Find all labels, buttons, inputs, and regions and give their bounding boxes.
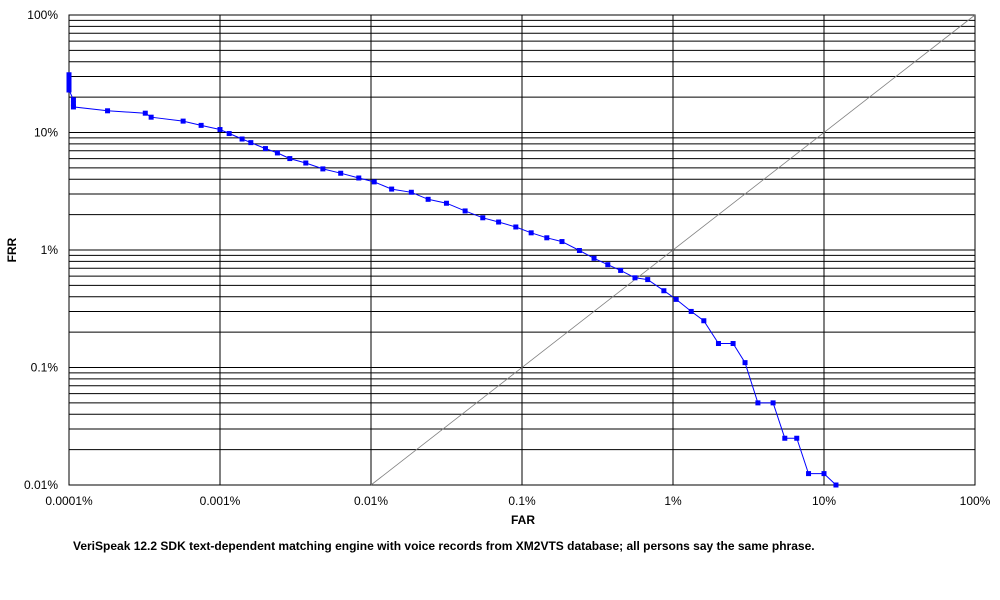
chart-caption: VeriSpeak 12.2 SDK text-dependent matchi…: [73, 539, 815, 553]
data-point: [645, 277, 651, 283]
data-point: [180, 118, 186, 124]
data-point: [148, 114, 154, 120]
x-tick-label: 0.001%: [200, 494, 241, 508]
data-point: [198, 122, 204, 128]
y-tick-label: 0.1%: [31, 361, 59, 375]
data-point: [673, 296, 679, 302]
data-point: [688, 308, 694, 314]
reference-diagonal-line: [370, 14, 976, 486]
data-point: [576, 248, 582, 254]
data-point: [591, 255, 597, 261]
data-point: [262, 146, 268, 152]
data-point: [528, 230, 534, 236]
data-point: [70, 101, 76, 107]
data-point: [821, 471, 827, 477]
data-point: [794, 435, 800, 441]
data-point: [408, 189, 414, 195]
data-point: [742, 360, 748, 366]
data-point: [320, 166, 326, 172]
y-axis-label: FRR: [5, 237, 19, 262]
x-tick-label: 0.01%: [354, 494, 388, 508]
y-tick-label: 1%: [41, 243, 59, 257]
x-tick-label: 10%: [812, 494, 836, 508]
data-point: [105, 108, 111, 114]
data-point: [425, 196, 431, 202]
x-tick-label: 0.0001%: [45, 494, 93, 508]
data-point: [513, 224, 519, 230]
series-line: [68, 74, 837, 486]
data-point: [730, 341, 736, 347]
data-point: [559, 239, 565, 245]
data-point: [287, 156, 293, 162]
axis-ticks: 0.0001% 0.001% 0.01% 0.1% 1% 10% 100% 0.01% 0.1%…: [24, 8, 991, 508]
data-point: [770, 400, 776, 406]
x-tick-label: 1%: [664, 494, 682, 508]
data-point: [661, 288, 667, 294]
x-tick-label: 100%: [960, 494, 991, 508]
data-point: [70, 97, 76, 103]
y-tick-label: 100%: [27, 8, 58, 22]
data-point: [356, 175, 362, 181]
data-point: [833, 482, 839, 488]
data-point: [806, 471, 812, 477]
data-point: [66, 72, 72, 78]
data-point: [142, 110, 148, 116]
data-point: [632, 275, 638, 281]
data-point: [755, 400, 761, 406]
y-tick-label: 10%: [34, 126, 58, 140]
data-point: [66, 83, 72, 89]
data-point: [217, 127, 223, 133]
grid: [68, 14, 976, 486]
data-point: [389, 186, 395, 192]
data-point: [462, 208, 468, 214]
x-tick-label: 0.1%: [508, 494, 536, 508]
data-point: [66, 79, 72, 85]
data-point: [338, 170, 344, 176]
data-point: [371, 179, 377, 185]
data-point: [274, 150, 280, 156]
data-point: [303, 160, 309, 166]
data-point: [715, 341, 721, 347]
x-axis-label: FAR: [511, 513, 535, 527]
data-point: [782, 435, 788, 441]
data-point: [544, 235, 550, 241]
data-point: [66, 75, 72, 81]
data-point: [496, 219, 502, 225]
data-point: [480, 215, 486, 221]
y-tick-label: 0.01%: [24, 478, 58, 492]
data-point: [443, 200, 449, 206]
data-point: [701, 318, 707, 324]
data-point: [248, 140, 254, 146]
data-point: [618, 267, 624, 273]
data-point: [605, 262, 611, 268]
data-point: [66, 87, 72, 93]
series-markers: [66, 72, 839, 488]
data-point: [70, 104, 76, 110]
data-point: [226, 131, 232, 137]
data-point: [239, 136, 245, 142]
